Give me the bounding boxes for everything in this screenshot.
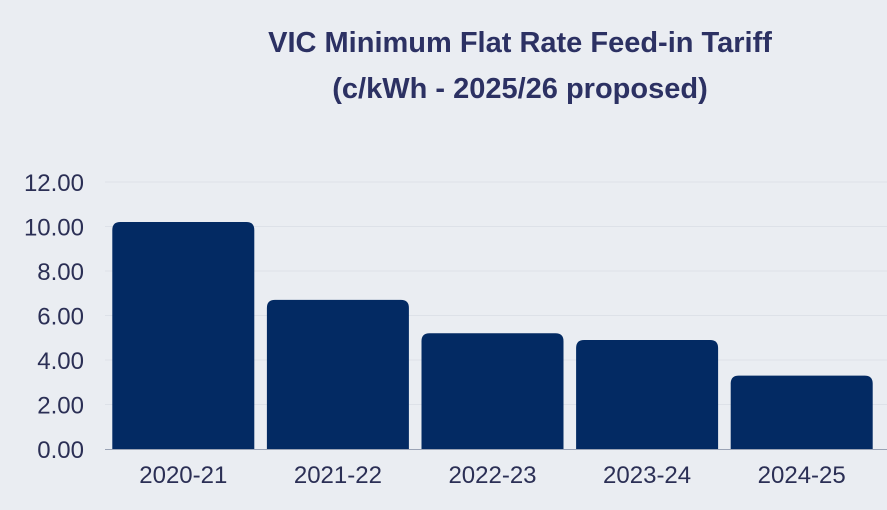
x-tick-label: 2024-25 xyxy=(758,462,846,489)
chart-title-line-2: (c/kWh - 2025/26 proposed) xyxy=(332,73,708,105)
x-tick-label: 2023-24 xyxy=(603,462,691,489)
y-tick-label: 10.00 xyxy=(24,215,84,242)
y-tick-label: 2.00 xyxy=(37,393,84,420)
y-tick-label: 4.00 xyxy=(37,348,84,375)
y-tick-label: 12.00 xyxy=(24,170,84,197)
x-tick-label: 2021-22 xyxy=(294,462,382,489)
bar-2023-24 xyxy=(576,339,719,449)
x-tick-label: 2022-23 xyxy=(448,462,536,489)
y-tick-label: 8.00 xyxy=(37,259,84,286)
y-tick-label: 0.00 xyxy=(37,437,84,464)
bar-2020-21 xyxy=(112,222,255,449)
bar-2022-23 xyxy=(421,333,564,449)
bar-2024-25 xyxy=(730,375,873,449)
bar-2021-22 xyxy=(266,299,409,449)
x-tick-label: 2020-21 xyxy=(139,462,227,489)
y-tick-label: 6.00 xyxy=(37,304,84,331)
chart-title-line-1: VIC Minimum Flat Rate Feed-in Tariff xyxy=(268,27,772,59)
